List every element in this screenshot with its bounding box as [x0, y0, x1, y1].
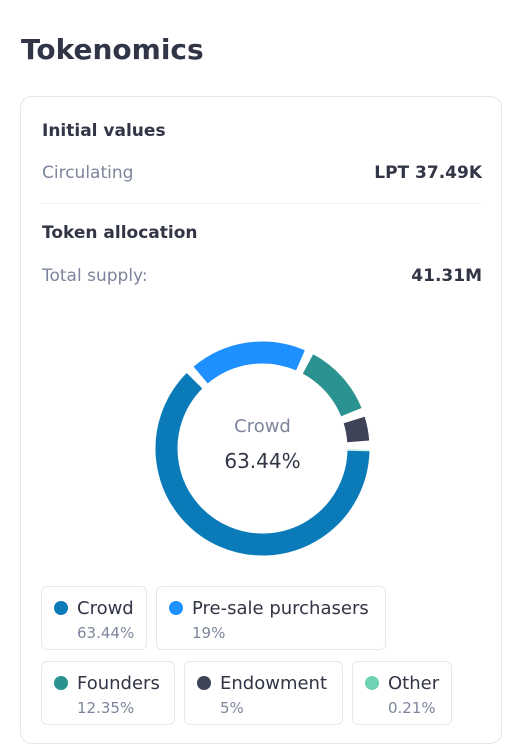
legend-dot-crowd: [54, 601, 68, 615]
legend-dot-endowment: [197, 676, 211, 690]
total-supply-row: Total supply: 41.31M: [42, 262, 482, 290]
legend-percent: 5%: [220, 699, 244, 717]
token-allocation-title: Token allocation: [42, 223, 198, 243]
legend-item-founders[interactable]: Founders 12.35%: [41, 661, 175, 725]
legend-percent: 19%: [192, 624, 226, 642]
circulating-row: Circulating LPT 37.49K: [42, 159, 482, 187]
legend-name: Founders: [77, 672, 160, 694]
legend-dot-founders: [54, 676, 68, 690]
initial-values-title: Initial values: [42, 121, 166, 141]
total-supply-label: Total supply:: [42, 266, 148, 286]
legend-name: Other: [388, 672, 440, 694]
donut-svg: [155, 341, 370, 556]
legend-name: Pre-sale purchasers: [192, 597, 369, 619]
page-title: Tokenomics: [21, 33, 204, 66]
donut-slice-crowd[interactable]: [155, 373, 370, 556]
total-supply-value: 41.31M: [411, 266, 482, 286]
legend-percent: 63.44%: [77, 624, 135, 642]
allocation-donut-chart[interactable]: Crowd 63.44%: [151, 337, 371, 557]
circulating-value: LPT 37.49K: [374, 163, 482, 183]
circulating-label: Circulating: [42, 163, 134, 183]
legend-item-other[interactable]: Other 0.21%: [352, 661, 452, 725]
legend-dot-other: [365, 676, 379, 690]
donut-slice-pre-sale-purchasers[interactable]: [193, 341, 305, 384]
section-divider: [42, 203, 482, 204]
legend-percent: 12.35%: [77, 699, 135, 717]
donut-center-value: 63.44%: [224, 449, 301, 473]
donut-slice-endowment[interactable]: [343, 416, 370, 443]
legend-item-pre-sale[interactable]: Pre-sale purchasers 19%: [156, 586, 386, 650]
donut-center-label: Crowd: [234, 416, 291, 437]
donut-slice-founders[interactable]: [302, 354, 362, 417]
legend-name: Crowd: [77, 597, 134, 619]
legend-item-crowd[interactable]: Crowd 63.44%: [41, 586, 147, 650]
tokenomics-card: Initial values Circulating LPT 37.49K To…: [20, 96, 502, 744]
legend-percent: 0.21%: [388, 699, 436, 717]
legend-dot-pre-sale: [169, 601, 183, 615]
legend-item-endowment[interactable]: Endowment 5%: [184, 661, 343, 725]
legend-name: Endowment: [220, 672, 328, 694]
